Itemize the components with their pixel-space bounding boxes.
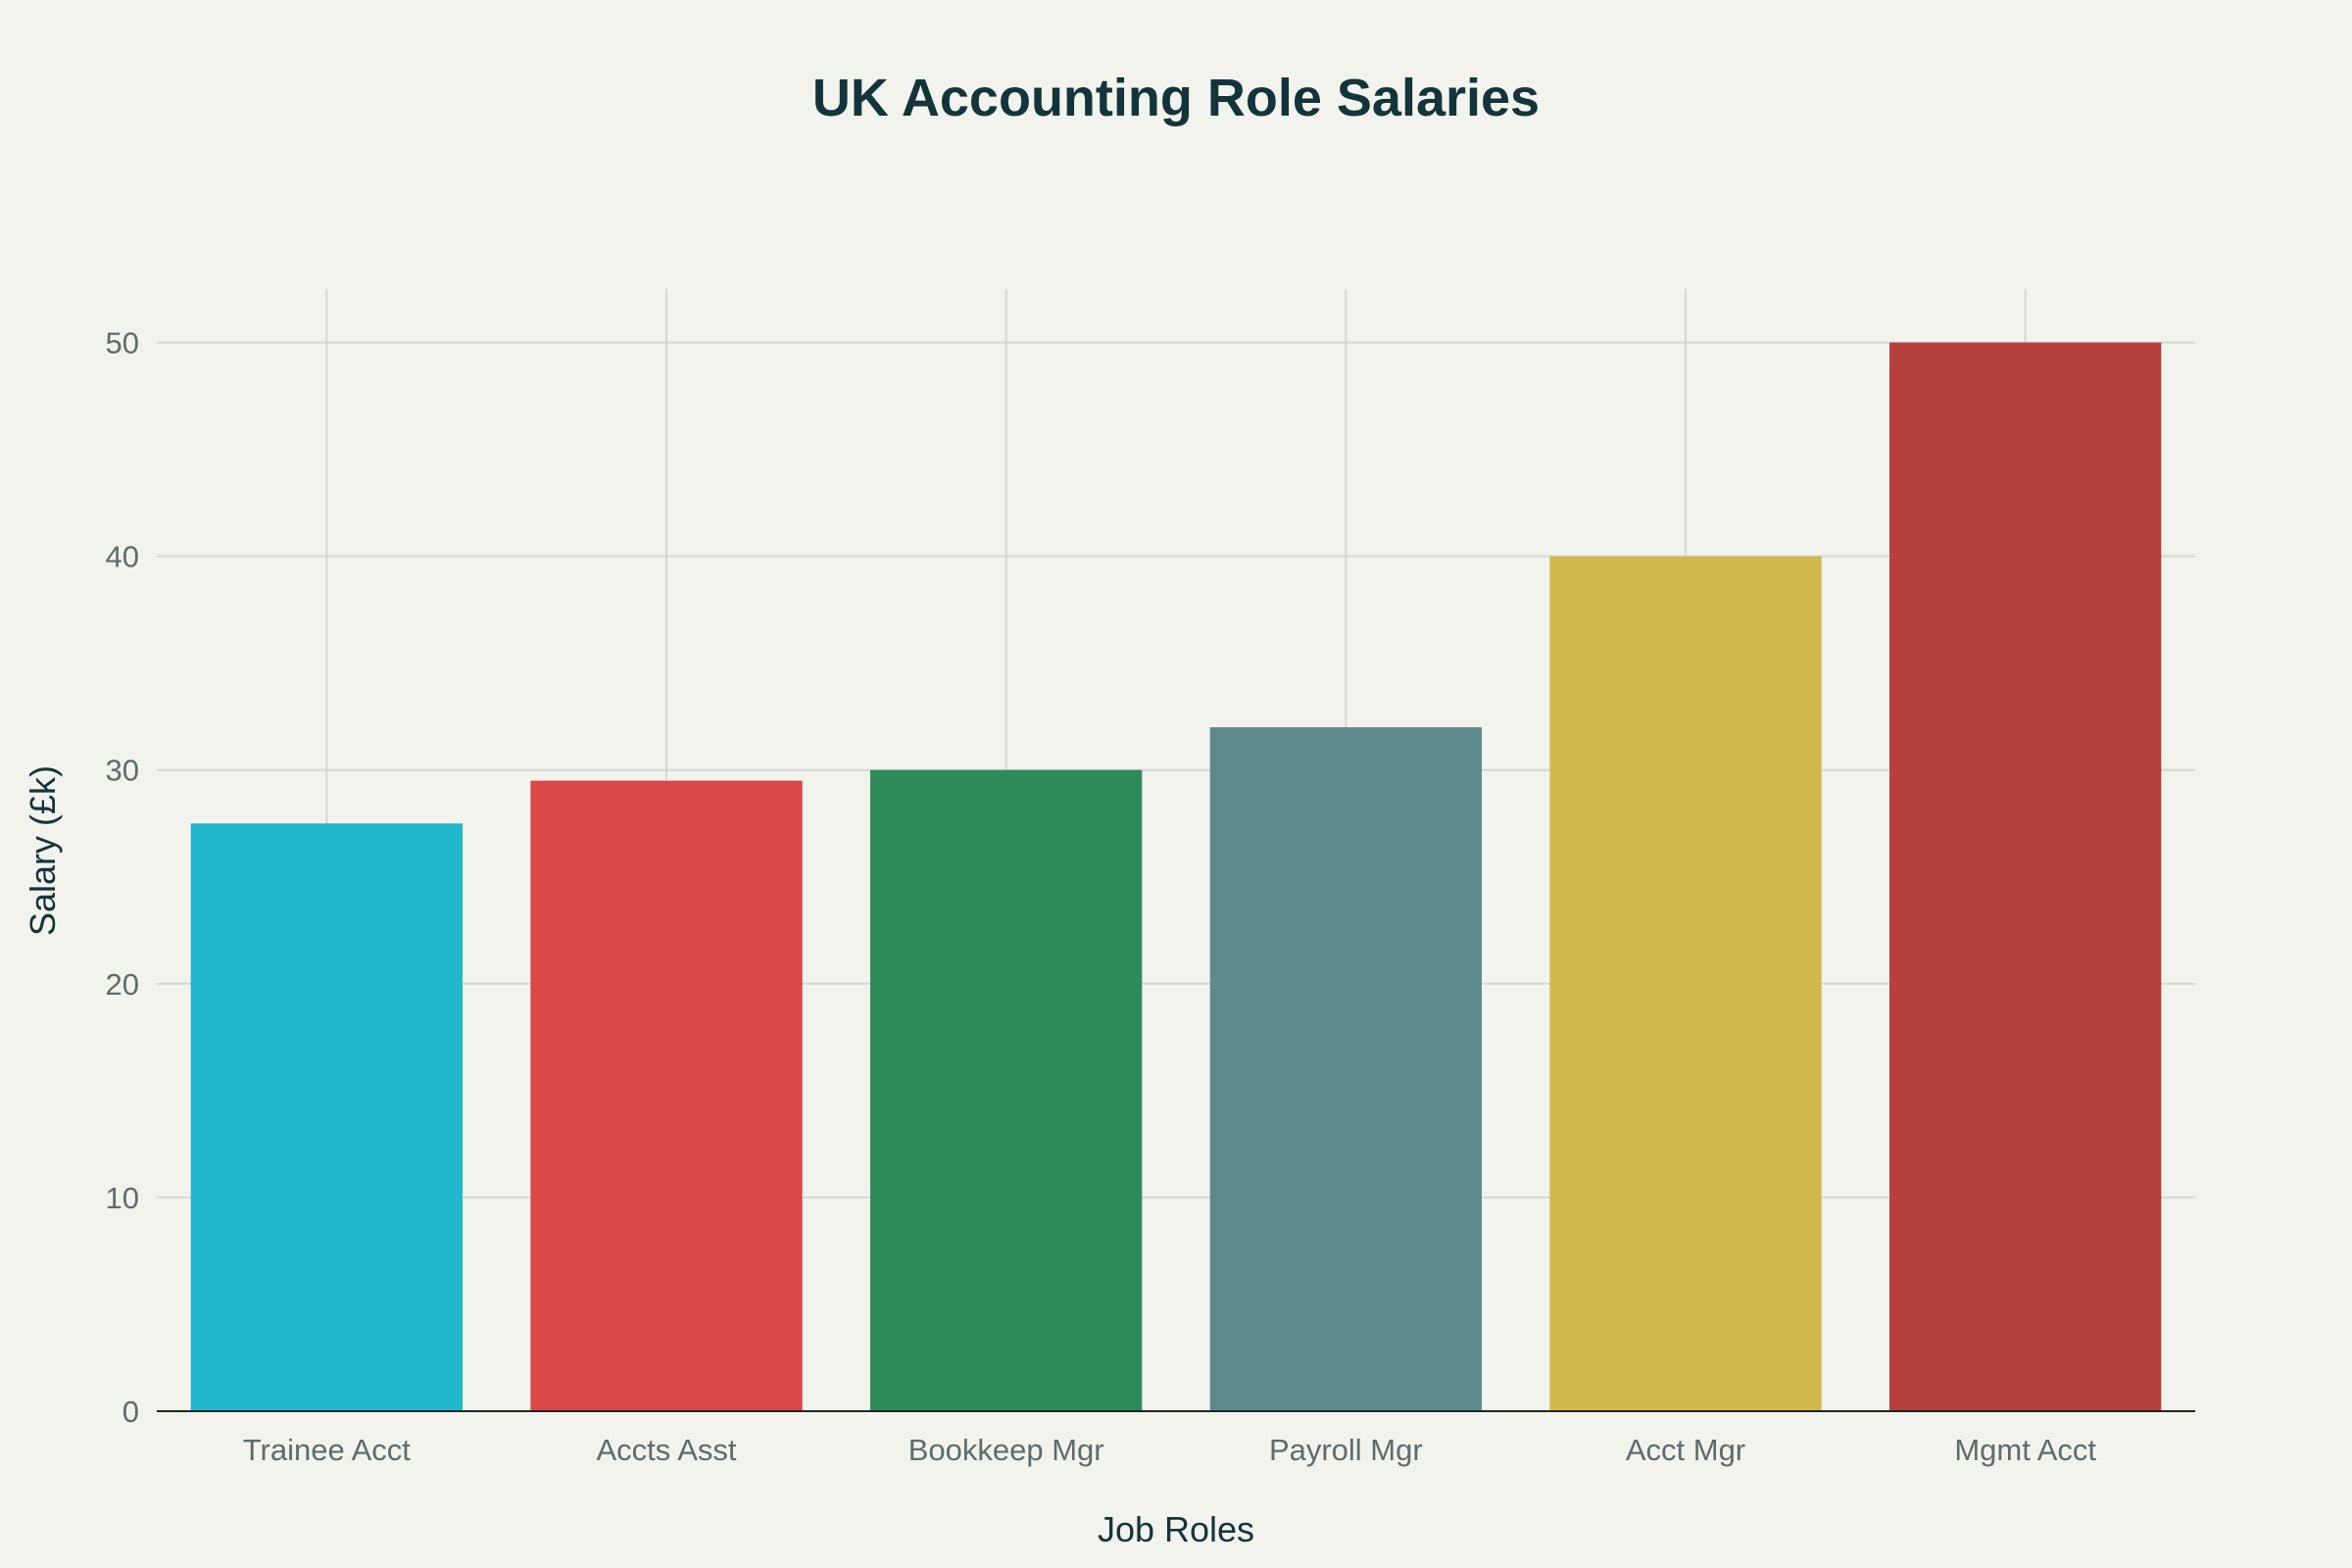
chart-title: UK Accounting Role Salaries [812, 69, 1540, 127]
y-gridlines [157, 341, 2195, 1199]
bar [1209, 727, 1482, 1411]
y-tick-label: 50 [106, 326, 139, 361]
bar [1549, 556, 1822, 1411]
x-tick-label: Mgmt Acct [1954, 1433, 2096, 1467]
bars [190, 342, 2162, 1411]
bar [530, 780, 803, 1411]
x-tick-label: Acct Mgr [1626, 1433, 1745, 1467]
y-axis: 0 10 20 30 40 50 [106, 326, 139, 1429]
bar [190, 823, 463, 1411]
bar [1889, 342, 2162, 1411]
x-tick-label: Bookkeep Mgr [908, 1433, 1104, 1467]
x-axis-title: Job Roles [1098, 1509, 1254, 1549]
y-tick-label: 20 [106, 967, 139, 1002]
y-axis-title: Salary (£k) [23, 765, 63, 936]
y-tick-label: 10 [106, 1181, 139, 1215]
x-tick-label: Payroll Mgr [1269, 1433, 1423, 1467]
y-tick-label: 40 [106, 540, 139, 574]
y-tick-label: 0 [122, 1395, 139, 1429]
x-tick-label: Accts Asst [597, 1433, 737, 1467]
bar [870, 769, 1143, 1411]
y-tick-label: 30 [106, 754, 139, 788]
x-tick-label: Trainee Acct [243, 1433, 412, 1467]
x-axis: Trainee Acct Accts Asst Bookkeep Mgr Payrol… [157, 1410, 2195, 1467]
